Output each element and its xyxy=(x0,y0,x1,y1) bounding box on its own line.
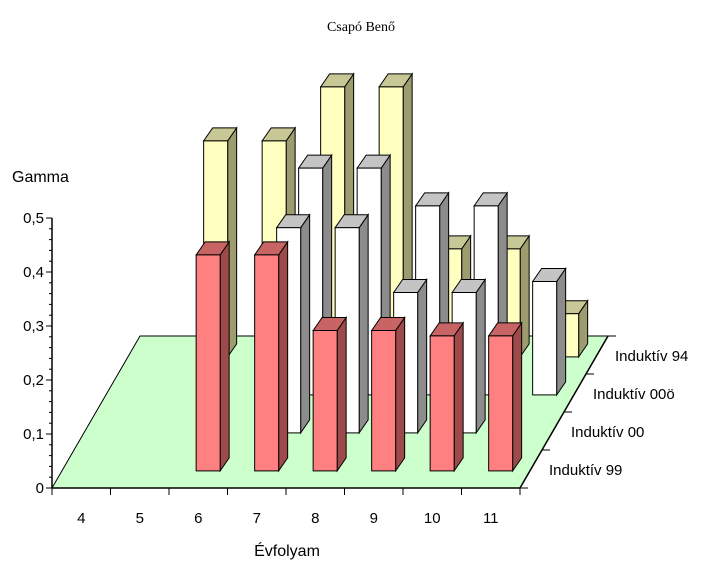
x-tick-label: 10 xyxy=(424,510,441,527)
y-tick-label: 0 xyxy=(36,480,44,497)
page-header: Csapó Benő xyxy=(327,20,395,35)
bars-layer xyxy=(195,72,589,473)
x-tick-label: 11 xyxy=(483,510,499,527)
y-tick-label: 0,1 xyxy=(23,426,44,443)
bar-indukt-v-99-grade-11 xyxy=(487,321,523,473)
series-label: Induktív 94 xyxy=(615,348,688,365)
y-tick-label: 0,5 xyxy=(23,210,44,227)
bar-indukt-v-99-grade-9 xyxy=(370,315,406,473)
bar-indukt-v-99-grade-6 xyxy=(195,240,231,473)
bar-indukt-v-99-grade-10 xyxy=(429,321,465,473)
bar-indukt-v-99-grade-8 xyxy=(312,315,348,473)
y-axis-label: Gamma xyxy=(12,169,69,186)
x-tick-label: 5 xyxy=(136,510,144,527)
x-tick-label: 7 xyxy=(253,510,261,527)
bar-indukt-v-99-grade-7 xyxy=(253,240,289,473)
x-tick-label: 8 xyxy=(311,510,319,527)
y-tick-label: 0,3 xyxy=(23,318,44,335)
y-tick-label: 0,2 xyxy=(23,372,44,389)
y-tick-label: 0,4 xyxy=(23,264,44,281)
x-tick-label: 4 xyxy=(77,510,85,527)
bar-indukt-v-00--grade-11 xyxy=(531,266,567,397)
series-label: Induktív 00ö xyxy=(593,386,675,403)
series-label: Induktív 99 xyxy=(549,462,622,479)
series-label: Induktív 00 xyxy=(571,424,644,441)
axes-layer: 0 0,1 0,2 0,3 0,4 0,5 4 5 6 7 8 9 10 11 Induktív 99 Ind… xyxy=(23,210,688,527)
x-tick-label: 9 xyxy=(370,510,378,527)
x-tick-label: 6 xyxy=(194,510,202,527)
x-axis-label: Évfolyam xyxy=(254,541,320,560)
